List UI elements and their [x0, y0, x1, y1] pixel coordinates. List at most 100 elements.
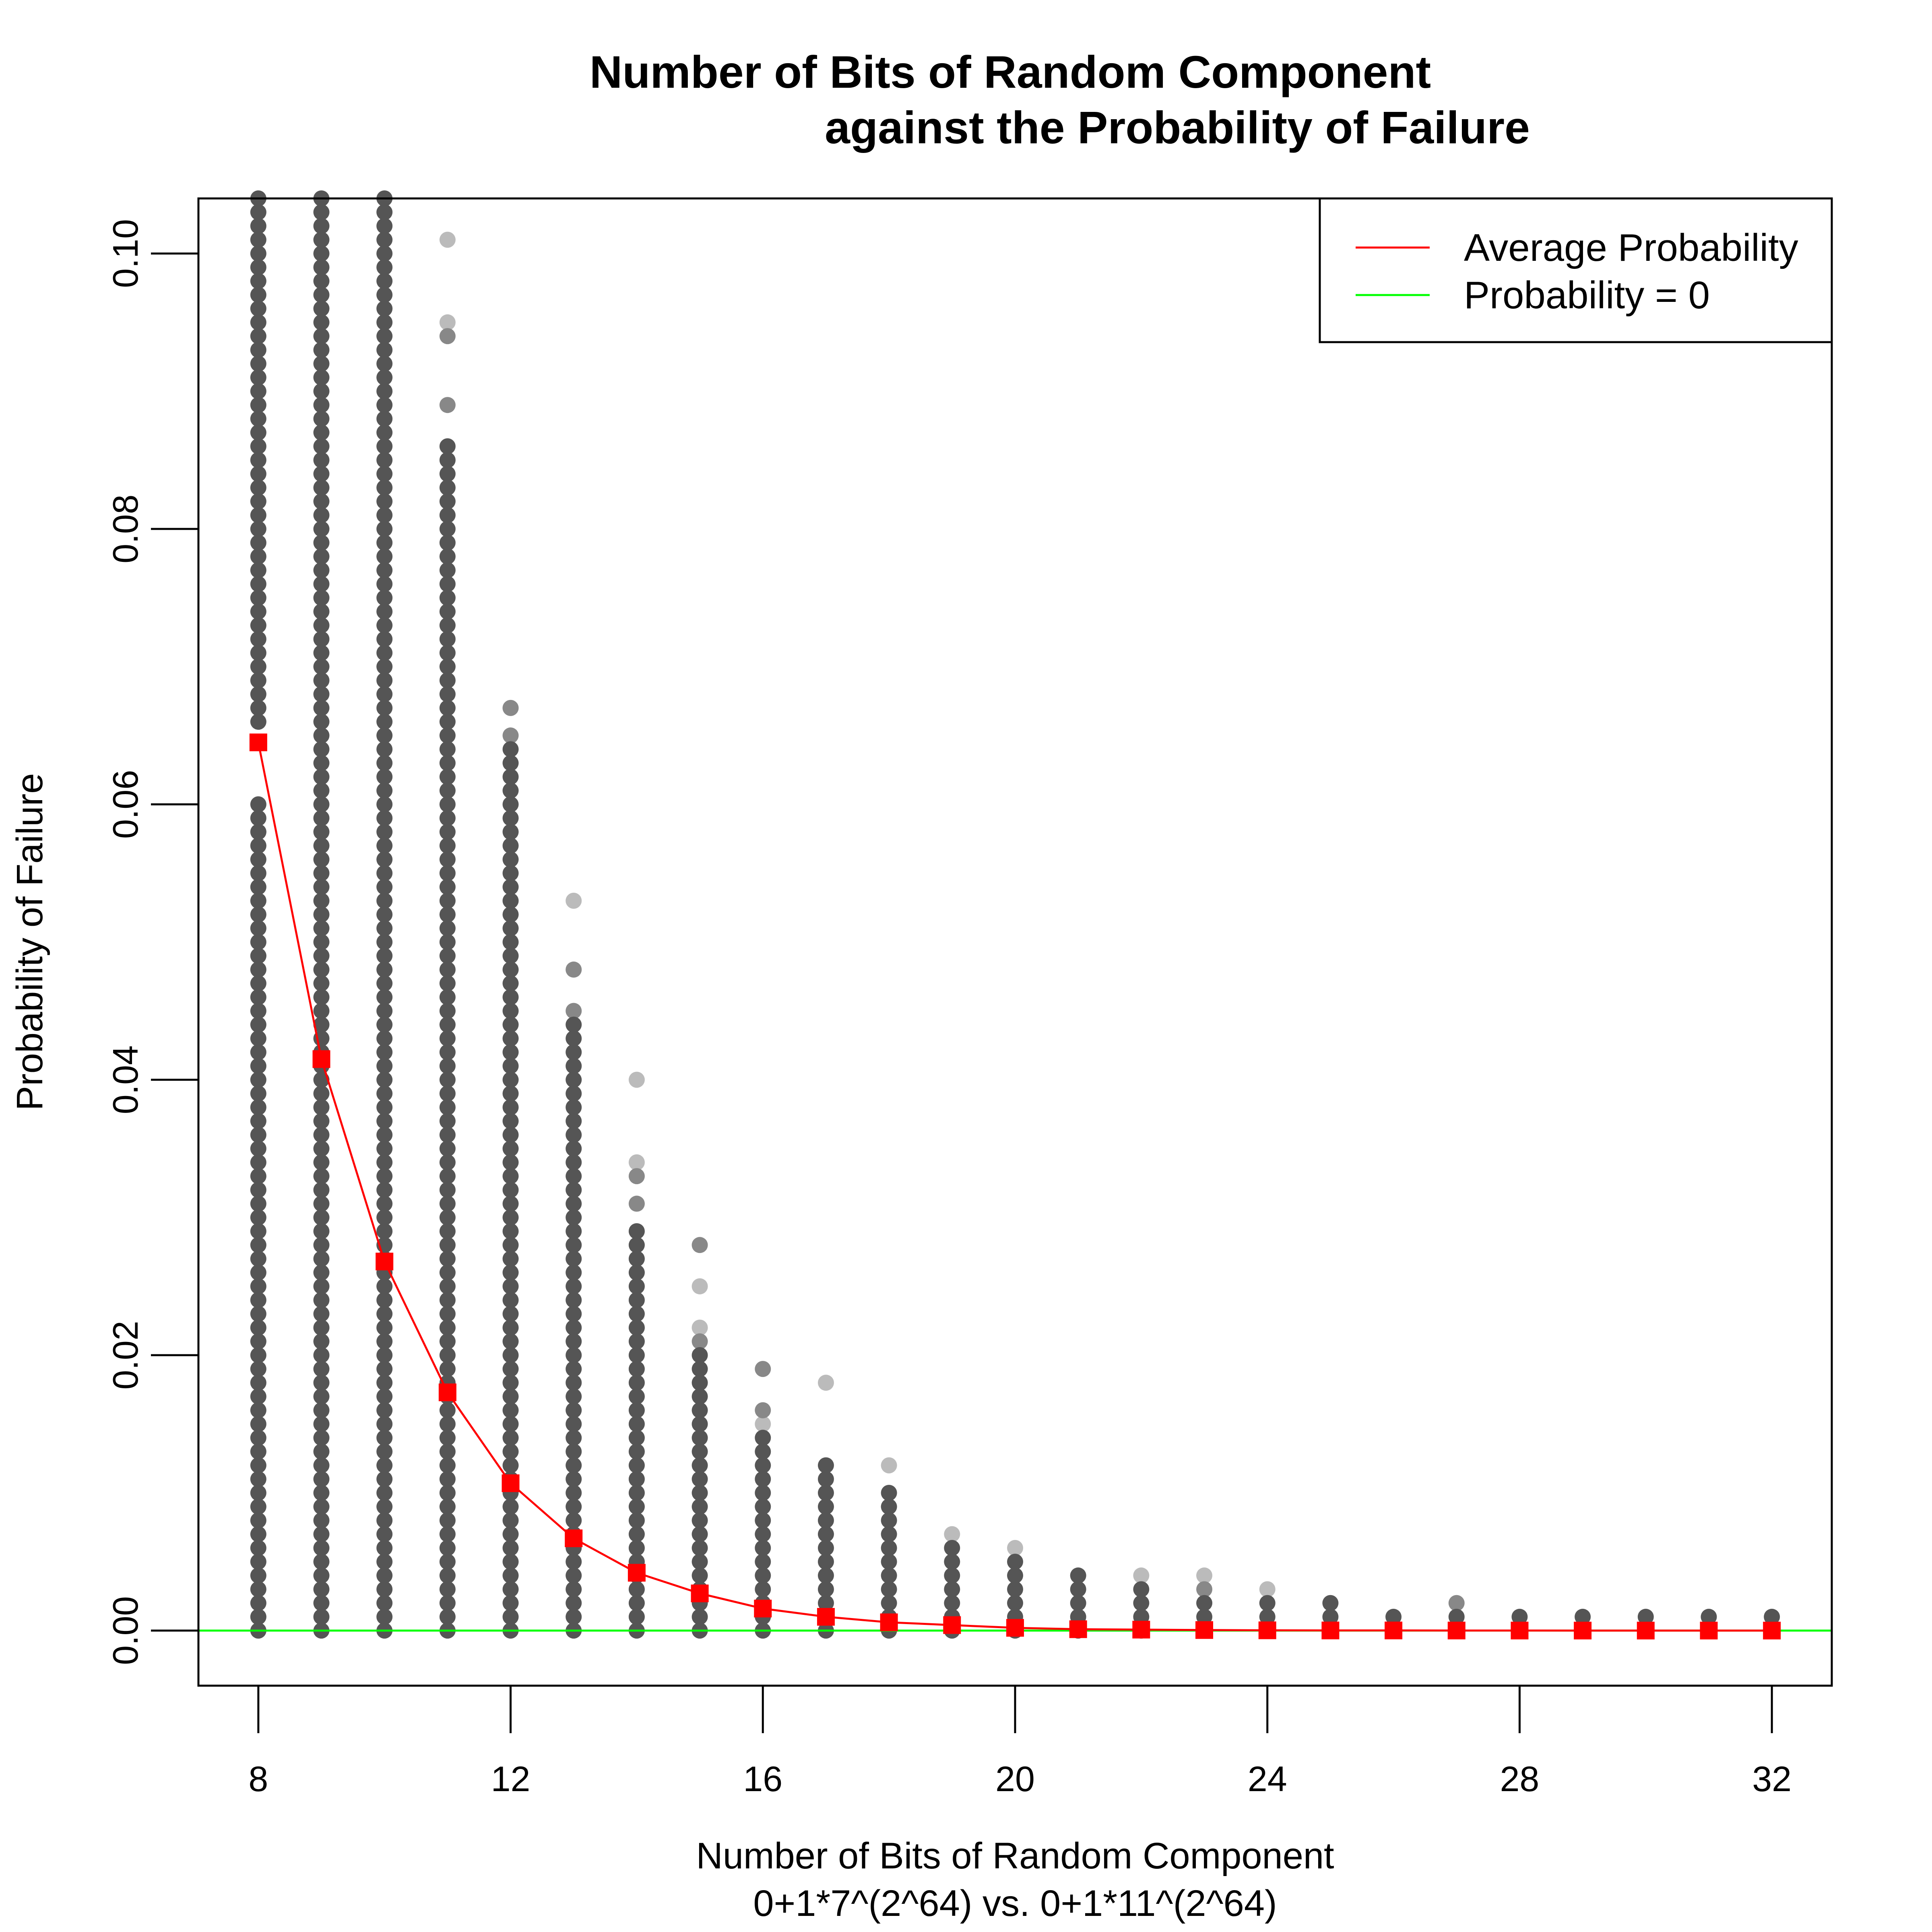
average-marker: [1006, 1619, 1024, 1637]
dense-point: [439, 452, 456, 469]
dense-point: [502, 1540, 519, 1556]
dense-point: [439, 1306, 456, 1322]
dense-point: [439, 1595, 456, 1611]
dense-point: [628, 1595, 645, 1611]
dense-point: [376, 1485, 393, 1501]
dense-point: [376, 906, 393, 923]
legend-label-zero: Probability = 0: [1464, 274, 1710, 317]
dense-point: [376, 961, 393, 978]
sparse-point: [1133, 1567, 1150, 1584]
dense-point: [628, 1361, 645, 1377]
dense-point: [376, 1595, 393, 1611]
dense-point: [250, 989, 266, 1005]
dense-point: [250, 824, 266, 840]
dense-point: [439, 934, 456, 950]
dense-point: [376, 686, 393, 702]
dense-point: [313, 1471, 330, 1487]
average-line: [257, 742, 1772, 1632]
dense-point: [376, 369, 393, 386]
dense-point: [439, 796, 456, 813]
dense-point: [566, 1388, 582, 1405]
dense-point: [250, 1319, 266, 1336]
dense-point: [691, 1443, 708, 1460]
dense-point: [313, 479, 330, 496]
legend-box: [1319, 197, 1833, 343]
dense-point: [566, 1567, 582, 1584]
dense-point: [1322, 1595, 1339, 1611]
dense-point: [313, 342, 330, 358]
dense-point: [1007, 1554, 1023, 1570]
dense-point: [502, 1554, 519, 1570]
dense-point: [313, 989, 330, 1005]
dense-point: [502, 1127, 519, 1143]
dense-point: [376, 1058, 393, 1074]
dense-point: [376, 1195, 393, 1212]
dense-point: [376, 782, 393, 799]
dense-point: [250, 355, 266, 372]
dense-point: [313, 810, 330, 826]
dense-point: [313, 1430, 330, 1446]
dense-point: [313, 1251, 330, 1267]
dense-point: [1322, 1608, 1339, 1625]
dense-point: [881, 1512, 897, 1529]
dense-point: [566, 1375, 582, 1391]
dense-point: [439, 603, 456, 620]
dense-point: [376, 342, 393, 358]
dense-point: [817, 1567, 834, 1584]
dense-point: [376, 1044, 393, 1061]
y-axis: 0.00 0.02 0.04 0.06 0.08 0.10: [105, 219, 198, 1665]
dense-point: [250, 1567, 266, 1584]
dense-point: [250, 1003, 266, 1019]
dense-point: [376, 1581, 393, 1598]
dense-point: [502, 1016, 519, 1033]
dense-point: [376, 1223, 393, 1239]
dense-point: [250, 1264, 266, 1281]
dense-point: [250, 1127, 266, 1143]
dense-point: [376, 231, 393, 248]
mid-point: [502, 727, 519, 744]
dense-point: [439, 672, 456, 689]
dense-point: [250, 259, 266, 276]
dense-point: [566, 1361, 582, 1377]
dense-point: [376, 714, 393, 730]
x-axis: 8 12 16 20 24 28 32: [248, 1686, 1792, 1799]
dense-point: [439, 1044, 456, 1061]
dense-point: [250, 686, 266, 702]
dense-point: [250, 851, 266, 868]
y-tick-label: 0.08: [105, 494, 145, 563]
dense-point: [313, 1237, 330, 1253]
x-tick-label: 20: [995, 1759, 1035, 1799]
dense-point: [755, 1471, 771, 1487]
dense-point: [313, 1361, 330, 1377]
dense-point: [566, 1223, 582, 1239]
dense-point: [755, 1512, 771, 1529]
dense-point: [439, 479, 456, 496]
dense-point: [250, 1195, 266, 1212]
dense-point: [439, 1168, 456, 1185]
dense-point: [250, 218, 266, 234]
dense-point: [502, 1071, 519, 1088]
dense-point: [313, 1388, 330, 1405]
mid-point: [439, 397, 456, 413]
dense-point: [250, 658, 266, 675]
x-tick-label: 8: [248, 1759, 268, 1799]
dense-point: [250, 1223, 266, 1239]
dense-point: [250, 1292, 266, 1309]
dense-point: [250, 865, 266, 881]
dense-point: [502, 1182, 519, 1198]
dense-point: [502, 1099, 519, 1116]
dense-point: [376, 741, 393, 758]
dense-point: [439, 576, 456, 592]
dense-point: [313, 328, 330, 345]
dense-point: [502, 1003, 519, 1019]
dense-point: [439, 1540, 456, 1556]
dense-point: [755, 1485, 771, 1501]
x-tick-label: 16: [743, 1759, 782, 1799]
dense-point: [313, 1567, 330, 1584]
dense-point: [376, 1375, 393, 1391]
dense-point: [250, 810, 266, 826]
dense-point: [755, 1526, 771, 1542]
dense-point: [313, 1347, 330, 1363]
dense-point: [628, 1306, 645, 1322]
dense-point: [439, 851, 456, 868]
